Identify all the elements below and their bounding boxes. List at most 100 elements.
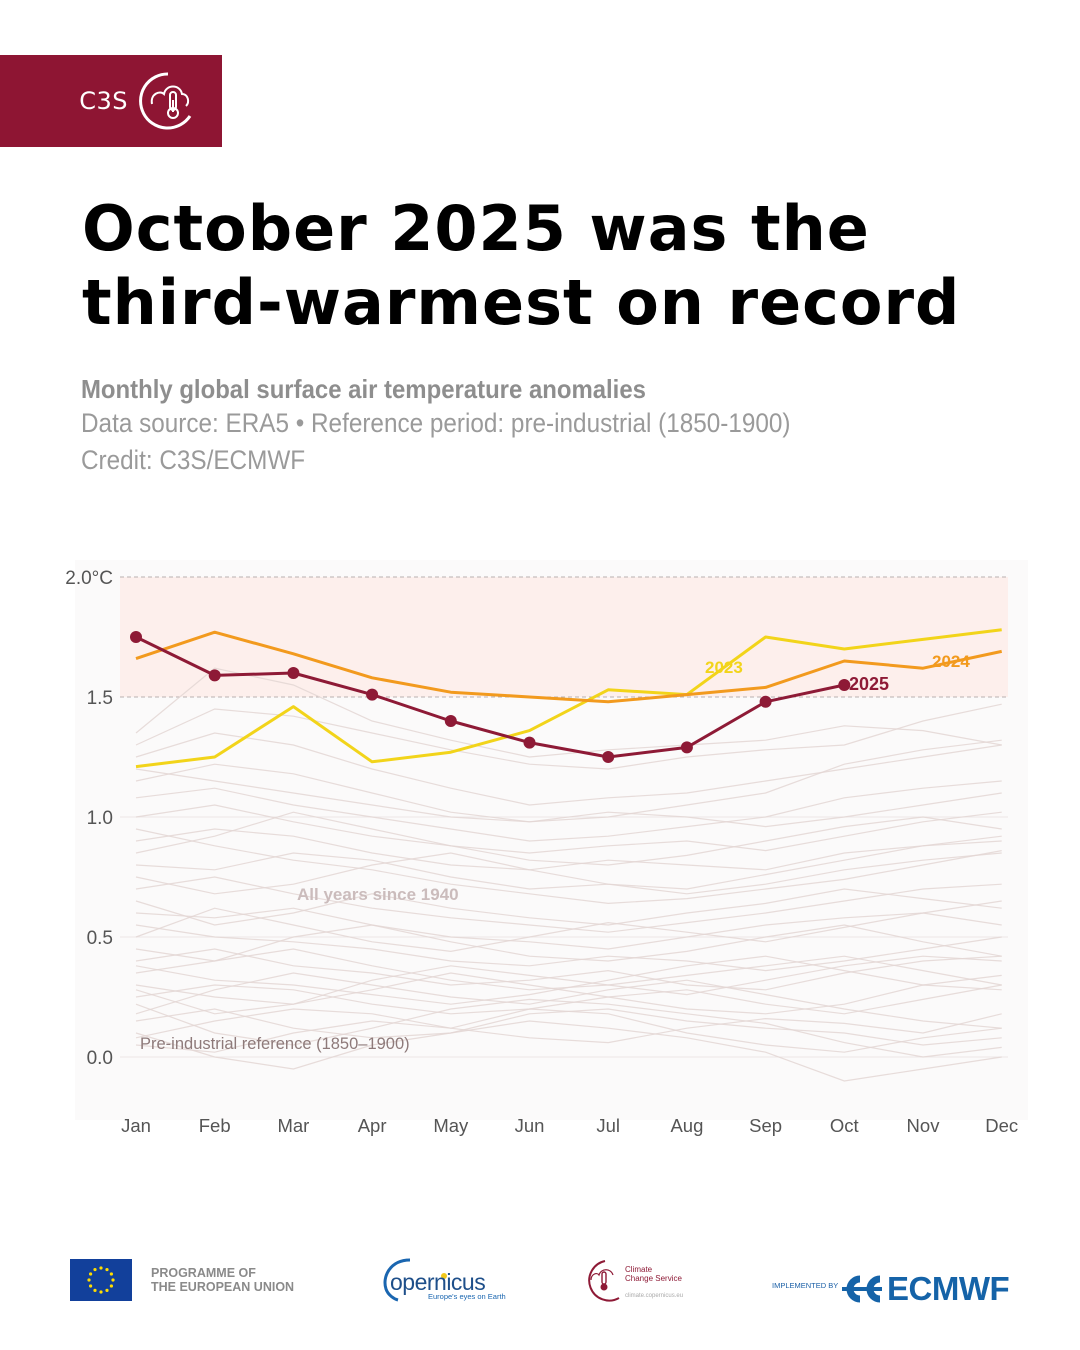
eu-programme-text: PROGRAMME OF THE EUROPEAN UNION bbox=[151, 1266, 294, 1294]
data-point-2025 bbox=[602, 751, 615, 763]
background-year-line bbox=[135, 828, 1002, 905]
series-label-2025: 2025 bbox=[849, 674, 889, 694]
chart-subtitle: Monthly global surface air temperature a… bbox=[81, 374, 646, 404]
background-year-line bbox=[135, 907, 1002, 953]
eu-star bbox=[109, 1272, 113, 1276]
background-year-line bbox=[135, 739, 1002, 823]
copernicus-logo: opernicus Europe's eyes on Earth bbox=[380, 1257, 506, 1305]
data-point-2025 bbox=[287, 667, 300, 679]
background-year-line bbox=[135, 876, 1002, 933]
eu-flag-logo bbox=[70, 1259, 132, 1301]
series-label-2023: 2023 bbox=[705, 658, 743, 677]
climate-change-service-logo: Climate Change Service climate.copernicu… bbox=[583, 1258, 693, 1304]
background-year-line bbox=[135, 852, 1002, 895]
implemented-by-label: IMPLEMENTED BY bbox=[772, 1281, 839, 1290]
background-year-line bbox=[135, 732, 1002, 806]
eu-star bbox=[105, 1288, 109, 1292]
eu-line-2: THE EUROPEAN UNION bbox=[151, 1280, 295, 1294]
x-tick-label: Jun bbox=[515, 1115, 545, 1136]
data-point-2025 bbox=[444, 715, 457, 727]
eu-star bbox=[93, 1288, 97, 1292]
eu-star bbox=[105, 1268, 109, 1272]
x-tick-label: Jan bbox=[121, 1115, 151, 1136]
c3s-url: climate.copernicus.eu bbox=[625, 1293, 684, 1299]
background-year-line bbox=[135, 955, 1002, 1015]
ecmwf-logo: ECMWF bbox=[840, 1270, 1010, 1308]
ecmwf-emblem-icon bbox=[842, 1275, 882, 1303]
copernicus-tagline: Europe's eyes on Earth bbox=[428, 1292, 506, 1301]
series-line-2024 bbox=[135, 630, 1003, 704]
x-tick-label: Mar bbox=[277, 1115, 309, 1136]
credit: Credit: C3S/ECMWF bbox=[81, 445, 306, 475]
eu-star bbox=[111, 1278, 115, 1282]
copernicus-swoosh-icon bbox=[383, 1258, 447, 1302]
background-year-line bbox=[135, 804, 1002, 854]
background-year-line bbox=[135, 948, 1002, 991]
data-point-2025 bbox=[366, 688, 379, 701]
background-year-line bbox=[135, 924, 1002, 962]
eu-star bbox=[99, 1266, 103, 1270]
data-source: Data source: ERA5 • Reference period: pr… bbox=[81, 408, 791, 438]
series-line-2023 bbox=[135, 628, 1002, 769]
eu-star bbox=[93, 1268, 97, 1272]
background-year-line bbox=[135, 955, 1002, 1005]
c3s-line-2: Change Service bbox=[625, 1274, 682, 1283]
c3s-thermometer-icon bbox=[588, 1260, 620, 1302]
c3s-brand-band: C3S bbox=[0, 55, 222, 147]
background-year-line bbox=[135, 1008, 1002, 1044]
ecmwf-wordmark: ECMWF bbox=[887, 1270, 1010, 1307]
eu-line-1: PROGRAMME OF bbox=[151, 1266, 256, 1280]
title-line-1: October 2025 was the bbox=[82, 192, 870, 265]
x-tick-label: Apr bbox=[358, 1115, 387, 1136]
background-year-line bbox=[135, 1020, 1002, 1082]
annotation-all-years: All years since 1940 bbox=[297, 885, 459, 904]
eu-stars-icon bbox=[87, 1266, 115, 1294]
background-year-line bbox=[135, 780, 1002, 842]
copernicus-wordmark: opernicus bbox=[390, 1269, 486, 1295]
shaded-band-1p5-2p0 bbox=[120, 577, 1008, 697]
background-year-line bbox=[135, 900, 1002, 950]
y-tick-label: 1.5 bbox=[87, 688, 113, 709]
background-year-line bbox=[135, 667, 1002, 758]
background-year-line bbox=[135, 888, 1002, 926]
c3s-line-1: Climate bbox=[625, 1265, 653, 1274]
background-year-line bbox=[135, 1008, 1002, 1046]
background-year-line bbox=[135, 840, 1002, 895]
x-tick-label: Nov bbox=[907, 1115, 941, 1136]
x-tick-label: Sep bbox=[749, 1115, 782, 1136]
series-label-2024: 2024 bbox=[932, 652, 970, 671]
data-point-2025 bbox=[130, 631, 142, 643]
background-year-line bbox=[135, 768, 1002, 828]
c3s-name: Climate Change Service bbox=[625, 1265, 682, 1283]
title-line-2: third-warmest on record bbox=[82, 266, 961, 339]
temperature-anomaly-chart: 0.0 0.5 1.0 1.5 2.0°C Jan Feb Mar Apr May Jun Jul Au… bbox=[65, 560, 1028, 1136]
eu-star bbox=[89, 1272, 93, 1276]
x-tick-label: May bbox=[433, 1115, 469, 1136]
y-tick-label: 2.0°C bbox=[65, 568, 113, 589]
x-tick-label: Dec bbox=[985, 1115, 1018, 1136]
x-tick-label: Jul bbox=[596, 1115, 620, 1136]
x-tick-label: Aug bbox=[670, 1115, 703, 1136]
background-year-line bbox=[135, 972, 1002, 1029]
eu-star bbox=[89, 1284, 93, 1288]
y-tick-label: 1.0 bbox=[87, 808, 113, 829]
c3s-brand-label: C3S bbox=[79, 87, 128, 115]
background-year-line bbox=[135, 811, 1002, 866]
data-point-2025 bbox=[523, 736, 536, 749]
y-tick-label: 0.0 bbox=[87, 1048, 113, 1069]
series-line-2025 bbox=[135, 635, 845, 759]
y-tick-label: 0.5 bbox=[87, 928, 113, 949]
eu-star bbox=[99, 1290, 103, 1294]
eu-star bbox=[87, 1278, 91, 1282]
data-point-2025 bbox=[838, 679, 851, 691]
data-point-2025 bbox=[759, 695, 772, 708]
cloud-thermometer-icon bbox=[139, 72, 192, 130]
background-year-line bbox=[135, 998, 1002, 1058]
data-point-2025 bbox=[680, 741, 693, 754]
background-year-line bbox=[135, 972, 1002, 1015]
data-point-2025 bbox=[208, 669, 221, 682]
annotation-pre-industrial: Pre-industrial reference (1850–1900) bbox=[140, 1035, 410, 1053]
page-title: October 2025 was the third-warmest on re… bbox=[82, 192, 960, 340]
background-year-line bbox=[135, 828, 1002, 871]
x-tick-label: Feb bbox=[199, 1115, 231, 1136]
